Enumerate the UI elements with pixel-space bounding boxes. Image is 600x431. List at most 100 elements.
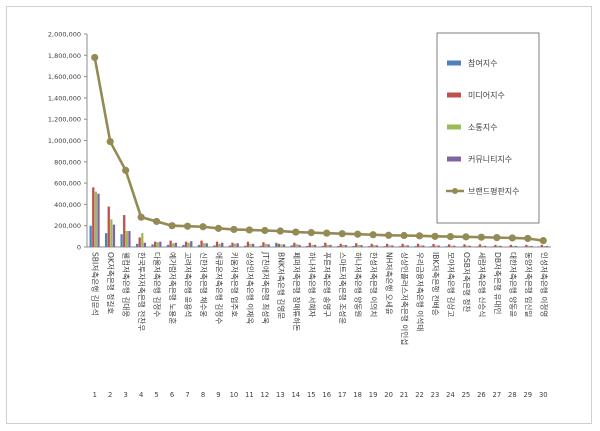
bar: [468, 245, 471, 247]
rank-label: 5: [154, 391, 158, 399]
bar: [416, 243, 420, 247]
bar: [215, 241, 219, 247]
bar: [125, 231, 128, 247]
bar: [422, 245, 425, 247]
bar: [123, 215, 126, 247]
bar: [373, 245, 376, 247]
bar: [507, 246, 510, 247]
y-tick-label: 1,000,000: [48, 137, 81, 145]
bar: [190, 241, 193, 247]
bar: [311, 244, 314, 247]
bar: [391, 245, 394, 247]
bar: [344, 245, 348, 247]
rank-label: 20: [384, 391, 393, 399]
bar: [156, 242, 159, 247]
rank-label: 15: [307, 391, 316, 399]
brand-index-point: [477, 233, 485, 241]
bar: [450, 245, 453, 247]
bar: [97, 193, 100, 247]
legend-label: 참여지수: [468, 58, 497, 68]
bar: [105, 233, 108, 247]
rank-label: 7: [185, 391, 189, 399]
bar: [267, 244, 270, 247]
category-label: 페퍼저축은행 장매튜하돈: [292, 252, 302, 331]
brand-index-point: [183, 222, 192, 230]
rank-label: 14: [291, 391, 300, 399]
bar: [182, 244, 185, 247]
rank-label: 9: [216, 391, 220, 399]
legend-swatch: [447, 60, 461, 66]
bar: [398, 246, 402, 247]
y-tick-label: 200,000: [54, 222, 81, 230]
bar: [460, 246, 464, 247]
bar: [525, 244, 528, 247]
rank-label: 25: [462, 391, 471, 399]
bar: [545, 245, 549, 247]
bar: [295, 244, 299, 247]
legend-label: 브랜드평판지수: [468, 186, 520, 196]
bar: [530, 245, 533, 247]
bar: [233, 243, 237, 247]
bar: [203, 243, 206, 247]
bar: [259, 245, 262, 247]
rank-label: 21: [400, 391, 409, 399]
y-tick-label: 800,000: [54, 158, 81, 166]
bar: [138, 237, 141, 247]
rank-label: 28: [508, 391, 517, 399]
bar: [370, 243, 373, 247]
bar: [262, 242, 265, 247]
bar: [200, 240, 203, 247]
rank-label: 2: [108, 391, 112, 399]
rank-label: 30: [539, 391, 548, 399]
bar: [367, 246, 371, 247]
bar: [481, 245, 484, 247]
bar: [435, 245, 438, 247]
rank-label: 11: [245, 391, 254, 399]
bar: [491, 246, 494, 247]
category-label: JT친애저축은행 최성욱: [261, 251, 271, 324]
category-label: 우리금융저축은행 이석태: [416, 252, 426, 331]
brand-index-point: [354, 230, 362, 238]
bar: [352, 245, 355, 247]
bar: [499, 245, 502, 247]
rank-label: 12: [261, 391, 270, 399]
brand-index-point: [400, 231, 408, 240]
bar: [339, 243, 342, 247]
bar: [166, 244, 170, 247]
bar: [135, 243, 139, 247]
bar: [205, 243, 208, 247]
bar: [151, 244, 154, 247]
rank-label: 17: [338, 391, 347, 399]
bar: [522, 246, 525, 247]
bar: [298, 244, 301, 247]
brand-index-point: [276, 227, 284, 235]
bar: [306, 245, 309, 247]
brand-index-point: [385, 231, 393, 239]
bar: [375, 245, 379, 247]
brand-index-point: [153, 217, 161, 226]
bar: [187, 242, 190, 247]
bar: [159, 241, 162, 247]
bar: [236, 243, 239, 247]
brand-index-point: [307, 229, 315, 237]
bar: [94, 191, 98, 247]
bar: [429, 246, 433, 247]
chart-frame: 0 200,000 400,000 600,000 800,000 1,000,000 1,…: [6, 6, 592, 424]
bar: [404, 245, 407, 247]
brand-index-point: [230, 225, 238, 234]
bar: [218, 243, 221, 247]
category-label: 하나저축은행 서혜자: [307, 252, 317, 317]
bar: [112, 224, 116, 247]
rank-label: 8: [201, 391, 205, 399]
category-label: 신한저축은행 채수웅: [199, 252, 209, 317]
brand-index-point: [168, 222, 176, 230]
category-label: 고려저축은행 윤용석: [184, 252, 194, 317]
y-tick-label: 1,400,000: [48, 94, 81, 102]
bar: [290, 245, 293, 247]
brand-index-point: [199, 223, 207, 231]
brand-index-point: [106, 137, 114, 146]
rank-label: 13: [276, 391, 285, 399]
category-label: 상상인플러스저축은행 이인섭: [400, 252, 410, 345]
brand-index-point: [446, 232, 455, 241]
rank-label: 23: [431, 391, 440, 399]
